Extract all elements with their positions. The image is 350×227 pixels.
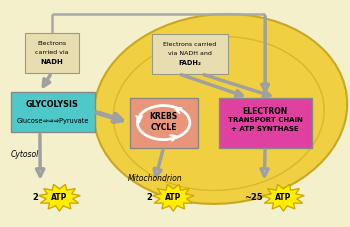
Text: Electrons carried: Electrons carried [163,42,217,47]
Text: FADH₂: FADH₂ [178,60,201,67]
Text: NADH: NADH [40,59,63,65]
Text: ATP: ATP [165,193,181,202]
Text: Mitochondrion: Mitochondrion [128,174,182,183]
Text: Cytosol: Cytosol [10,150,39,159]
Ellipse shape [113,37,324,190]
Text: Electrons: Electrons [37,41,66,46]
FancyBboxPatch shape [130,98,198,148]
Text: TRANSPORT CHAIN: TRANSPORT CHAIN [228,117,302,123]
FancyBboxPatch shape [152,34,228,74]
Polygon shape [39,184,80,211]
Text: via NADH and: via NADH and [168,51,212,57]
Text: CYCLE: CYCLE [150,123,177,132]
Ellipse shape [94,14,347,204]
Text: ATP: ATP [51,193,68,202]
Text: ~25: ~25 [244,193,262,202]
Text: ATP: ATP [275,193,292,202]
Text: 2: 2 [33,193,38,202]
Polygon shape [263,184,304,211]
Text: ELECTRON: ELECTRON [243,107,288,116]
FancyBboxPatch shape [219,98,312,148]
Text: 2: 2 [146,193,152,202]
Circle shape [137,106,190,140]
FancyBboxPatch shape [10,92,94,132]
Text: carried via: carried via [35,50,68,55]
Text: + ATP SYNTHASE: + ATP SYNTHASE [231,126,299,132]
Text: Glucose⇒⇒⇒Pyruvate: Glucose⇒⇒⇒Pyruvate [16,118,89,123]
Polygon shape [153,184,194,211]
Text: GLYCOLYSIS: GLYCOLYSIS [26,100,79,109]
Text: KREBS: KREBS [149,112,178,121]
FancyBboxPatch shape [25,33,79,73]
